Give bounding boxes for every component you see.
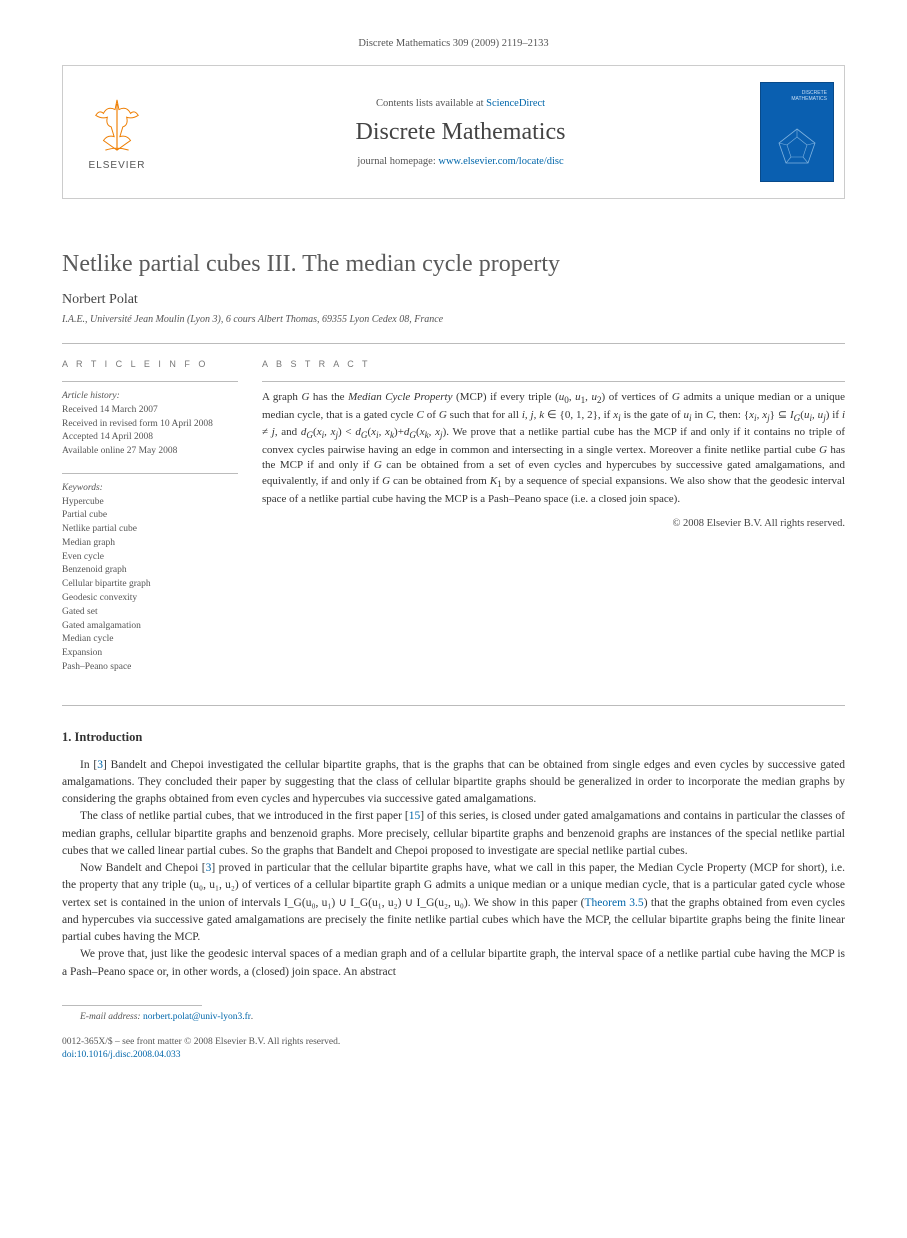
footnote-rule bbox=[62, 1005, 202, 1006]
history-line: Received in revised form 10 April 2008 bbox=[62, 418, 238, 432]
journal-cover-thumb: DISCRETE MATHEMATICS bbox=[760, 82, 834, 182]
author-affiliation: I.A.E., Université Jean Moulin (Lyon 3),… bbox=[62, 314, 845, 325]
contents-prefix: Contents lists available at bbox=[376, 98, 486, 109]
history-label: Article history: bbox=[62, 390, 238, 404]
elsevier-tree-icon bbox=[88, 94, 146, 156]
doi-value: 10.1016/j.disc.2008.04.033 bbox=[77, 1050, 181, 1060]
article-info-column: A R T I C L E I N F O Article history: R… bbox=[62, 358, 262, 689]
section-1-body: In [3] Bandelt and Chepoi investigated t… bbox=[62, 757, 845, 981]
keyword: Expansion bbox=[62, 647, 238, 661]
ref-link[interactable]: 15 bbox=[409, 810, 421, 822]
doi-link[interactable]: doi:10.1016/j.disc.2008.04.033 bbox=[62, 1050, 181, 1060]
journal-banner: ELSEVIER Contents lists available at Sci… bbox=[62, 65, 845, 199]
history-block: Article history: Received 14 March 2007 … bbox=[62, 390, 238, 459]
paragraph: The class of netlike partial cubes, that… bbox=[62, 808, 845, 860]
publisher-block: ELSEVIER bbox=[63, 66, 171, 198]
email-label: E-mail address: bbox=[80, 1012, 143, 1022]
keyword: Pash–Peano space bbox=[62, 661, 238, 675]
history-line: Available online 27 May 2008 bbox=[62, 445, 238, 459]
homepage-line: journal homepage: www.elsevier.com/locat… bbox=[357, 156, 563, 167]
info-abstract-row: A R T I C L E I N F O Article history: R… bbox=[62, 343, 845, 706]
banner-center: Contents lists available at ScienceDirec… bbox=[171, 66, 750, 198]
keyword: Gated amalgamation bbox=[62, 620, 238, 634]
homepage-prefix: journal homepage: bbox=[357, 156, 438, 167]
article-title: Netlike partial cubes III. The median cy… bbox=[62, 251, 845, 278]
abstract-heading: A B S T R A C T bbox=[262, 358, 845, 371]
publisher-name: ELSEVIER bbox=[89, 160, 146, 171]
text-run: The class of netlike partial cubes, that… bbox=[80, 810, 409, 822]
keyword: Median cycle bbox=[62, 633, 238, 647]
cover-title: DISCRETE MATHEMATICS bbox=[791, 91, 827, 102]
author-name: Norbert Polat bbox=[62, 292, 845, 308]
email-line: E-mail address: norbert.polat@univ-lyon3… bbox=[62, 1012, 845, 1022]
doi-label: doi: bbox=[62, 1050, 77, 1060]
keyword: Gated set bbox=[62, 606, 238, 620]
paragraph: We prove that, just like the geodesic in… bbox=[62, 946, 845, 981]
article-info-heading: A R T I C L E I N F O bbox=[62, 358, 238, 371]
history-line: Accepted 14 April 2008 bbox=[62, 431, 238, 445]
paragraph: In [3] Bandelt and Chepoi investigated t… bbox=[62, 757, 845, 809]
keyword: Median graph bbox=[62, 537, 238, 551]
paragraph: Now Bandelt and Chepoi [3] proved in par… bbox=[62, 860, 845, 946]
theorem-link[interactable]: Theorem 3.5 bbox=[585, 897, 644, 909]
text-run: In [ bbox=[80, 759, 97, 771]
section-1-heading: 1. Introduction bbox=[62, 730, 845, 745]
keywords-label: Keywords: bbox=[62, 482, 238, 496]
keyword: Partial cube bbox=[62, 509, 238, 523]
abstract-text: A graph G has the Median Cycle Property … bbox=[262, 390, 845, 508]
abstract-column: A B S T R A C T A graph G has the Median… bbox=[262, 358, 845, 689]
cover-thumb-wrap: DISCRETE MATHEMATICS bbox=[750, 66, 844, 198]
copyright-line: © 2008 Elsevier B.V. All rights reserved… bbox=[262, 516, 845, 531]
running-head: Discrete Mathematics 309 (2009) 2119–213… bbox=[62, 38, 845, 49]
text-run: ] Bandelt and Chepoi investigated the ce… bbox=[62, 759, 845, 806]
keyword: Geodesic convexity bbox=[62, 592, 238, 606]
footer-block: 0012-365X/$ – see front matter © 2008 El… bbox=[62, 1036, 845, 1063]
email-link[interactable]: norbert.polat@univ-lyon3.fr bbox=[143, 1012, 251, 1022]
journal-name: Discrete Mathematics bbox=[356, 119, 566, 146]
keyword: Hypercube bbox=[62, 496, 238, 510]
keyword: Even cycle bbox=[62, 551, 238, 565]
text-run: Now Bandelt and Chepoi [ bbox=[80, 862, 206, 874]
keyword: Benzenoid graph bbox=[62, 564, 238, 578]
keyword: Netlike partial cube bbox=[62, 523, 238, 537]
homepage-link[interactable]: www.elsevier.com/locate/disc bbox=[438, 156, 563, 167]
front-matter-line: 0012-365X/$ – see front matter © 2008 El… bbox=[62, 1036, 845, 1049]
sciencedirect-link[interactable]: ScienceDirect bbox=[486, 98, 545, 109]
doi-line: doi:10.1016/j.disc.2008.04.033 bbox=[62, 1049, 845, 1062]
keywords-block: Keywords: Hypercube Partial cube Netlike… bbox=[62, 482, 238, 675]
contents-available-line: Contents lists available at ScienceDirec… bbox=[376, 98, 545, 109]
history-line: Received 14 March 2007 bbox=[62, 404, 238, 418]
keyword: Cellular bipartite graph bbox=[62, 578, 238, 592]
cover-title-2: MATHEMATICS bbox=[791, 96, 827, 102]
